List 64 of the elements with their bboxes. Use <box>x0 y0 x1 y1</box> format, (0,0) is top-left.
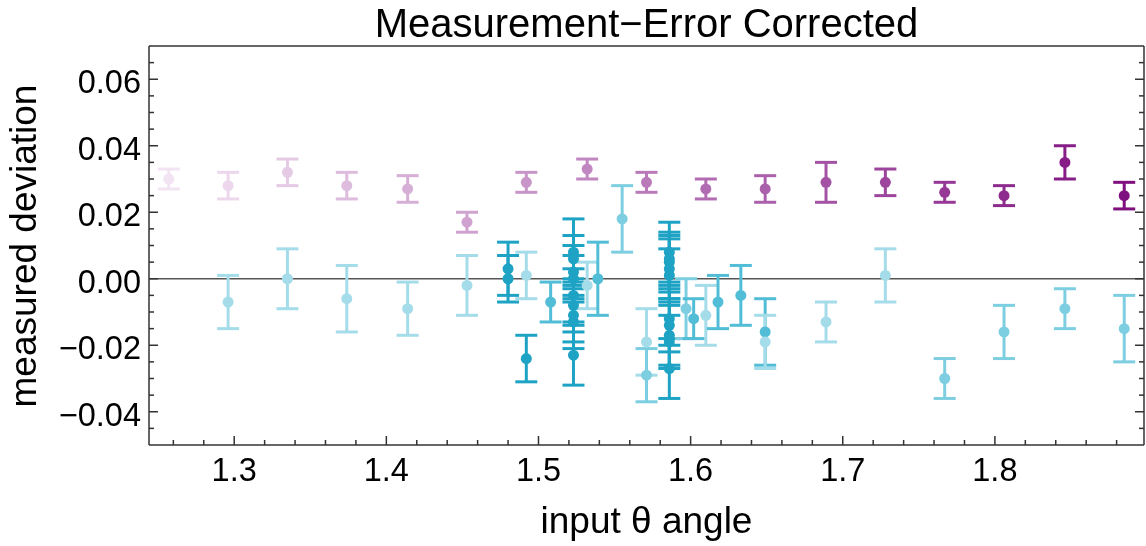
point <box>641 369 652 381</box>
point <box>759 183 771 195</box>
point <box>581 163 593 175</box>
point <box>567 349 579 361</box>
point <box>581 279 593 291</box>
point <box>281 166 293 178</box>
point <box>402 183 414 195</box>
x-tick-label: 1.7 <box>820 452 866 488</box>
point <box>567 289 579 301</box>
point <box>163 173 175 185</box>
point <box>341 180 353 192</box>
point <box>735 289 747 301</box>
point <box>520 353 532 365</box>
y-tick-label: 0.00 <box>77 263 141 300</box>
x-tick-label: 1.4 <box>363 452 409 488</box>
point <box>592 273 604 285</box>
point <box>545 296 557 308</box>
point <box>879 269 891 281</box>
point <box>820 176 832 188</box>
chart-title: Measurement−Error Corrected <box>374 1 919 45</box>
x-tick-label: 1.8 <box>972 452 1018 488</box>
point <box>939 373 951 384</box>
point <box>1059 156 1071 168</box>
point <box>520 176 532 188</box>
point <box>820 316 832 328</box>
point <box>1059 303 1071 315</box>
point <box>998 326 1010 338</box>
point <box>222 296 234 308</box>
x-tick-label: 1.5 <box>515 452 562 488</box>
x-tick-label: 1.3 <box>211 452 257 488</box>
point <box>1118 190 1130 202</box>
point <box>567 299 579 311</box>
point <box>641 336 652 348</box>
point <box>688 313 700 325</box>
point <box>222 180 234 192</box>
y-tick-label: −0.04 <box>58 396 141 433</box>
point <box>502 273 514 285</box>
point <box>341 293 353 305</box>
x-tick-label: 1.6 <box>668 452 714 488</box>
point <box>879 176 891 188</box>
point <box>759 336 771 348</box>
point <box>663 363 675 375</box>
x-axis-title: input θ angle <box>540 500 753 541</box>
point <box>700 183 712 195</box>
point <box>1118 323 1130 335</box>
y-tick-label: 0.02 <box>77 197 141 234</box>
point <box>402 303 414 315</box>
point <box>680 303 692 315</box>
point <box>700 309 712 321</box>
point <box>616 213 628 225</box>
point <box>759 326 771 338</box>
point <box>461 216 473 228</box>
y-tick-label: 0.06 <box>77 64 141 101</box>
point <box>939 186 951 198</box>
y-axis-title: measured deviation <box>3 84 44 407</box>
point <box>461 279 473 291</box>
point <box>502 263 514 275</box>
y-tick-label: −0.02 <box>58 330 141 367</box>
point <box>281 273 293 285</box>
point <box>641 176 652 188</box>
point <box>998 190 1010 202</box>
point <box>520 269 532 281</box>
y-tick-label: 0.04 <box>77 130 141 167</box>
point <box>712 296 724 308</box>
